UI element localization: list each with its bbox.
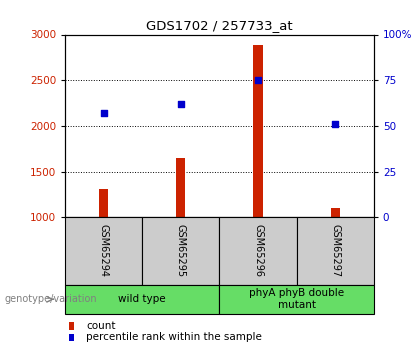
Text: phyA phyB double
mutant: phyA phyB double mutant xyxy=(249,288,344,310)
Bar xyxy=(69,322,74,330)
Text: count: count xyxy=(86,321,116,331)
Text: GSM65294: GSM65294 xyxy=(99,225,109,277)
Bar xyxy=(220,217,297,285)
Bar xyxy=(69,334,74,341)
Point xyxy=(332,121,339,127)
Bar xyxy=(297,217,374,285)
Bar xyxy=(65,217,142,285)
Text: genotype/variation: genotype/variation xyxy=(4,294,97,304)
Text: GSM65296: GSM65296 xyxy=(253,225,263,277)
Bar xyxy=(331,208,340,217)
Text: GSM65295: GSM65295 xyxy=(176,225,186,277)
Text: wild type: wild type xyxy=(118,294,166,304)
Bar xyxy=(99,189,108,217)
Point xyxy=(178,101,184,107)
Text: percentile rank within the sample: percentile rank within the sample xyxy=(86,333,262,342)
Bar xyxy=(65,285,220,314)
Bar xyxy=(220,285,374,314)
Text: GSM65297: GSM65297 xyxy=(330,225,340,277)
Point xyxy=(100,110,107,116)
Bar xyxy=(253,46,262,217)
Title: GDS1702 / 257733_at: GDS1702 / 257733_at xyxy=(146,19,293,32)
Bar xyxy=(176,158,186,217)
Bar xyxy=(142,217,220,285)
Point xyxy=(255,77,261,83)
